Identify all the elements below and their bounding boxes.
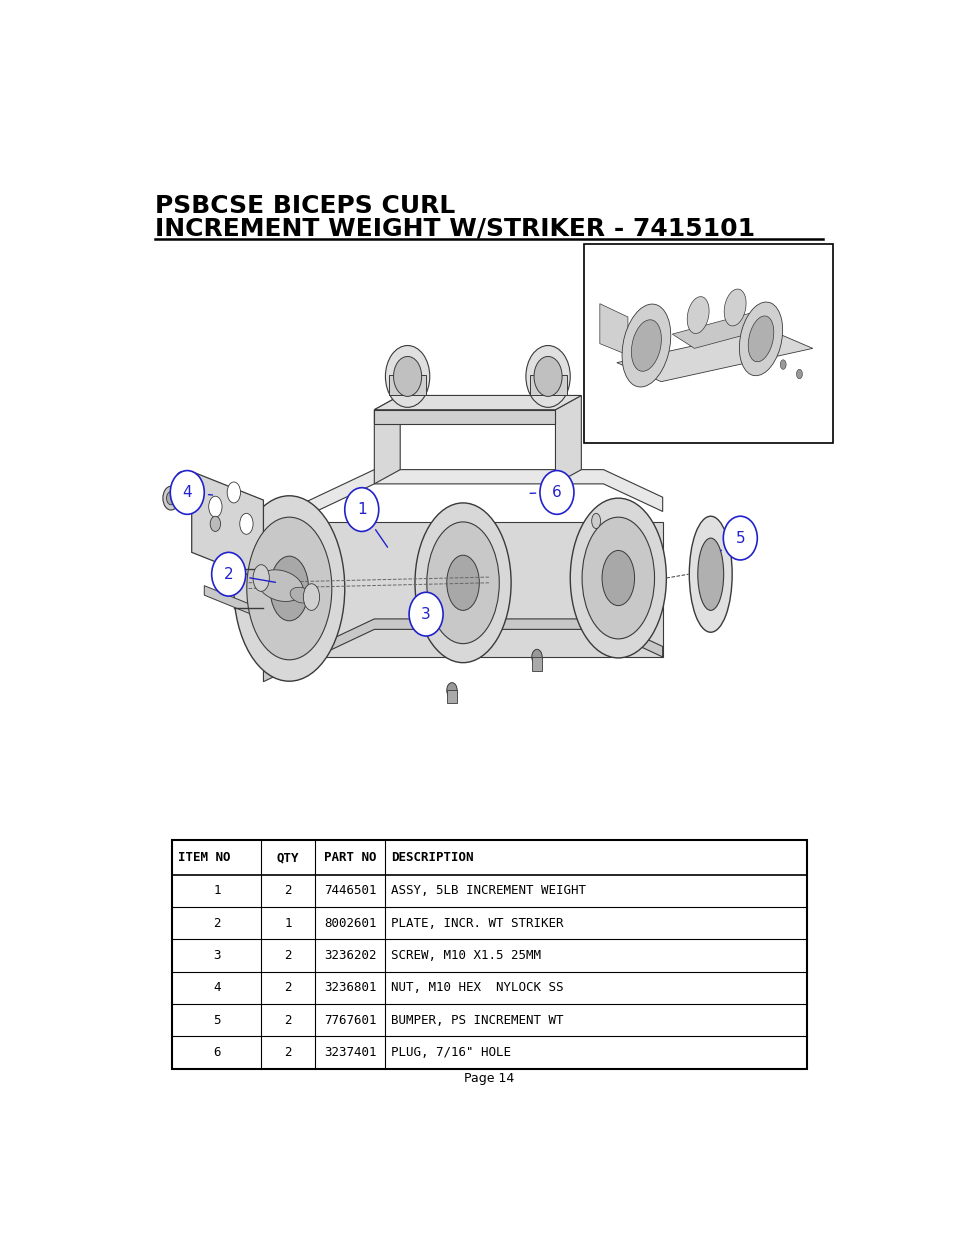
Text: 6: 6 bbox=[213, 1046, 220, 1060]
Polygon shape bbox=[555, 395, 580, 484]
Text: 2: 2 bbox=[284, 884, 292, 898]
Polygon shape bbox=[446, 690, 456, 703]
Ellipse shape bbox=[178, 475, 186, 487]
Ellipse shape bbox=[525, 346, 570, 408]
Text: 4: 4 bbox=[182, 485, 192, 500]
Polygon shape bbox=[389, 374, 426, 395]
Text: 2: 2 bbox=[224, 567, 233, 582]
Ellipse shape bbox=[601, 551, 634, 605]
Polygon shape bbox=[599, 304, 627, 354]
Ellipse shape bbox=[227, 482, 240, 503]
Circle shape bbox=[212, 552, 246, 597]
Text: NUT, M10 HEX  NYLOCK SS: NUT, M10 HEX NYLOCK SS bbox=[391, 982, 563, 994]
Ellipse shape bbox=[415, 503, 511, 663]
Ellipse shape bbox=[290, 588, 312, 603]
Ellipse shape bbox=[303, 584, 319, 610]
Ellipse shape bbox=[394, 357, 421, 396]
Polygon shape bbox=[374, 410, 555, 424]
Bar bbox=[583, 245, 833, 443]
Ellipse shape bbox=[686, 296, 708, 333]
Ellipse shape bbox=[247, 517, 332, 659]
Polygon shape bbox=[263, 619, 662, 682]
Polygon shape bbox=[617, 330, 812, 382]
Ellipse shape bbox=[723, 289, 745, 326]
Text: INCREMENT WEIGHT W/STRIKER - 7415101: INCREMENT WEIGHT W/STRIKER - 7415101 bbox=[154, 216, 754, 241]
Ellipse shape bbox=[780, 359, 785, 369]
Text: 3: 3 bbox=[421, 606, 431, 621]
Ellipse shape bbox=[257, 569, 303, 601]
Text: 3236202: 3236202 bbox=[324, 948, 376, 962]
Ellipse shape bbox=[534, 357, 561, 396]
Text: DESCRIPTION: DESCRIPTION bbox=[391, 851, 474, 864]
Ellipse shape bbox=[270, 556, 308, 621]
Ellipse shape bbox=[209, 496, 222, 517]
Ellipse shape bbox=[426, 522, 498, 643]
Circle shape bbox=[722, 516, 757, 559]
Ellipse shape bbox=[591, 514, 600, 529]
Text: PART NO: PART NO bbox=[324, 851, 376, 864]
Polygon shape bbox=[529, 374, 566, 395]
Ellipse shape bbox=[239, 514, 253, 535]
Text: PLUG, 7/16" HOLE: PLUG, 7/16" HOLE bbox=[391, 1046, 511, 1060]
Text: 3: 3 bbox=[213, 948, 220, 962]
Ellipse shape bbox=[446, 683, 456, 698]
Circle shape bbox=[539, 471, 574, 514]
Text: 2: 2 bbox=[284, 1046, 292, 1060]
Text: 1: 1 bbox=[213, 884, 220, 898]
Ellipse shape bbox=[385, 346, 429, 408]
Ellipse shape bbox=[631, 320, 660, 372]
Ellipse shape bbox=[210, 516, 220, 531]
Ellipse shape bbox=[446, 556, 478, 610]
Bar bbox=[172, 841, 806, 1068]
Ellipse shape bbox=[747, 316, 773, 362]
Ellipse shape bbox=[796, 369, 801, 379]
Text: 5: 5 bbox=[735, 531, 744, 546]
Text: 6: 6 bbox=[552, 485, 561, 500]
Polygon shape bbox=[263, 522, 662, 657]
Text: 1: 1 bbox=[356, 503, 366, 517]
Ellipse shape bbox=[697, 538, 723, 610]
Polygon shape bbox=[531, 657, 541, 672]
Polygon shape bbox=[204, 585, 274, 624]
Ellipse shape bbox=[689, 516, 731, 632]
Ellipse shape bbox=[621, 304, 670, 387]
Polygon shape bbox=[374, 395, 400, 484]
Ellipse shape bbox=[233, 495, 344, 682]
Text: 1: 1 bbox=[284, 916, 292, 930]
Ellipse shape bbox=[531, 650, 541, 664]
Text: 2: 2 bbox=[284, 948, 292, 962]
Ellipse shape bbox=[581, 517, 654, 638]
Circle shape bbox=[170, 471, 204, 514]
Text: 7446501: 7446501 bbox=[324, 884, 376, 898]
Circle shape bbox=[409, 593, 442, 636]
Text: PSBCSE BICEPS CURL: PSBCSE BICEPS CURL bbox=[154, 194, 455, 217]
Text: 2: 2 bbox=[284, 982, 292, 994]
Ellipse shape bbox=[253, 564, 269, 592]
Ellipse shape bbox=[570, 498, 665, 658]
Text: Page 14: Page 14 bbox=[463, 1072, 514, 1084]
Text: 4: 4 bbox=[213, 982, 220, 994]
Polygon shape bbox=[192, 472, 263, 580]
Circle shape bbox=[344, 488, 378, 531]
Text: 3237401: 3237401 bbox=[324, 1046, 376, 1060]
Text: 8002601: 8002601 bbox=[324, 916, 376, 930]
Text: 2: 2 bbox=[213, 916, 220, 930]
Text: 7767601: 7767601 bbox=[324, 1014, 376, 1026]
Text: ITEM NO: ITEM NO bbox=[178, 851, 231, 864]
Text: SCREW, M10 X1.5 25MM: SCREW, M10 X1.5 25MM bbox=[391, 948, 540, 962]
Ellipse shape bbox=[739, 303, 781, 375]
Text: 5: 5 bbox=[213, 1014, 220, 1026]
Ellipse shape bbox=[167, 492, 175, 505]
Text: PLATE, INCR. WT STRIKER: PLATE, INCR. WT STRIKER bbox=[391, 916, 563, 930]
Text: ASSY, 5LB INCREMENT WEIGHT: ASSY, 5LB INCREMENT WEIGHT bbox=[391, 884, 586, 898]
Text: 2: 2 bbox=[284, 1014, 292, 1026]
Text: BUMPER, PS INCREMENT WT: BUMPER, PS INCREMENT WT bbox=[391, 1014, 563, 1026]
Text: 3236801: 3236801 bbox=[324, 982, 376, 994]
Ellipse shape bbox=[175, 472, 189, 490]
Polygon shape bbox=[672, 312, 775, 348]
Polygon shape bbox=[374, 395, 580, 410]
Polygon shape bbox=[263, 469, 662, 536]
Ellipse shape bbox=[163, 487, 179, 510]
Text: QTY: QTY bbox=[276, 851, 299, 864]
